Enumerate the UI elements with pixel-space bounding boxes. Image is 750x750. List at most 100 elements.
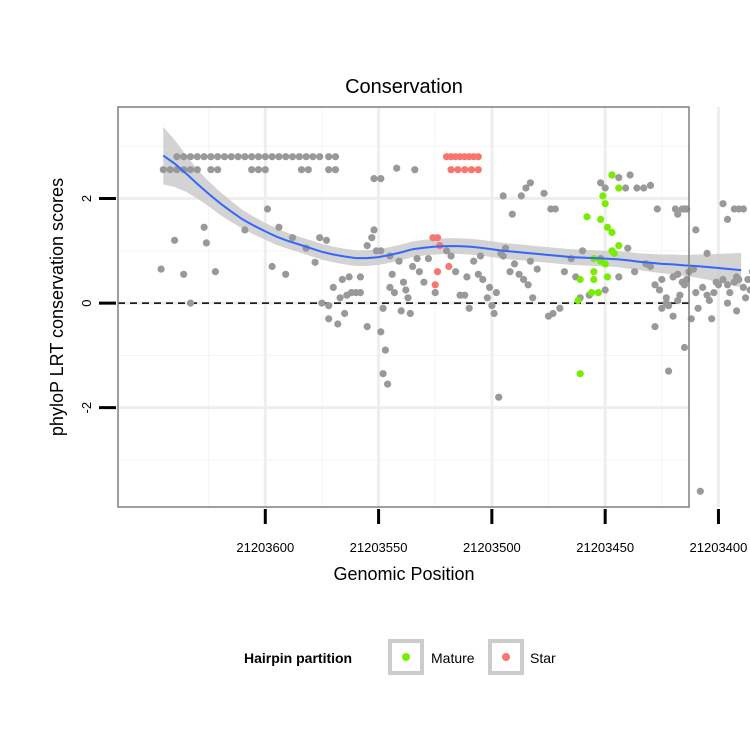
- point-other: [723, 215, 732, 223]
- point-mature: [576, 275, 584, 284]
- point-other: [275, 223, 283, 231]
- point-other: [390, 289, 398, 297]
- point-other: [483, 294, 491, 302]
- point-other: [411, 166, 419, 174]
- point-other: [692, 226, 700, 234]
- point-star: [461, 166, 469, 174]
- point-other: [397, 307, 405, 315]
- point-other: [171, 236, 179, 244]
- point-mature: [608, 228, 616, 237]
- point-other: [689, 265, 698, 273]
- point-mature: [603, 223, 612, 231]
- point-other: [180, 270, 188, 278]
- point-other: [304, 166, 312, 174]
- point-other: [739, 283, 748, 291]
- point-other: [325, 166, 333, 174]
- point-other: [325, 302, 333, 310]
- point-other: [288, 153, 297, 161]
- point-other: [193, 166, 201, 174]
- legend-entry-mature: Mature: [388, 639, 475, 675]
- point-other: [325, 315, 333, 323]
- point-other: [651, 281, 659, 289]
- point-other: [479, 275, 487, 284]
- point-other: [368, 234, 376, 242]
- point-other: [735, 275, 743, 284]
- point-other: [622, 184, 630, 192]
- point-other: [646, 181, 655, 189]
- point-other: [476, 252, 485, 260]
- point-other: [377, 328, 385, 336]
- legend-dot-mature: [402, 653, 410, 661]
- point-other: [254, 166, 263, 174]
- point-other: [282, 153, 290, 161]
- y-tick-label: 0: [79, 299, 94, 306]
- point-other: [356, 273, 364, 281]
- point-other: [393, 164, 401, 172]
- point-mature: [599, 192, 607, 200]
- point-other: [710, 289, 718, 297]
- point-other: [499, 252, 507, 260]
- point-other: [248, 166, 256, 174]
- point-other: [443, 247, 451, 255]
- point-other: [708, 315, 716, 323]
- point-other: [470, 257, 478, 265]
- point-mature: [590, 268, 598, 276]
- point-other: [297, 166, 306, 174]
- point-other: [316, 234, 324, 242]
- point-other: [345, 273, 353, 281]
- point-other: [452, 268, 460, 276]
- point-other: [268, 153, 276, 161]
- point-star: [445, 262, 453, 271]
- point-mature: [615, 184, 623, 192]
- point-other: [261, 153, 269, 161]
- point-mature: [590, 275, 598, 284]
- point-star: [454, 166, 462, 174]
- plot-border: [117, 106, 690, 508]
- point-other: [420, 278, 428, 286]
- point-other: [370, 175, 378, 183]
- x-tick-label: 21203400: [690, 540, 748, 555]
- x-tick-label: 21203500: [463, 540, 521, 555]
- point-other: [624, 244, 632, 252]
- point-mature: [574, 296, 582, 305]
- point-other: [363, 242, 371, 250]
- point-other: [214, 166, 222, 174]
- point-star: [433, 268, 442, 276]
- point-mature: [601, 200, 609, 208]
- point-other: [157, 265, 165, 273]
- legend: Hairpin partition Mature Star: [244, 639, 556, 675]
- point-other: [399, 278, 408, 286]
- point-other: [234, 153, 242, 161]
- point-other: [601, 286, 609, 294]
- point-other: [370, 226, 378, 234]
- point-other: [241, 226, 249, 234]
- point-other: [703, 249, 711, 257]
- point-other: [363, 323, 371, 331]
- point-other: [268, 262, 276, 271]
- point-other: [381, 346, 389, 354]
- legend-label-star: Star: [530, 650, 556, 666]
- legend-title: Hairpin partition: [244, 650, 352, 666]
- point-other: [680, 343, 689, 352]
- point-other: [402, 286, 410, 294]
- x-axis-title: Genomic Position: [333, 564, 474, 584]
- point-other: [413, 255, 421, 263]
- point-other: [302, 153, 310, 161]
- point-other: [665, 302, 673, 310]
- x-tick-label: 21203550: [350, 540, 408, 555]
- y-axis-title: phyloP LRT conservation scores: [47, 178, 67, 436]
- point-other: [646, 262, 655, 271]
- point-other: [309, 153, 317, 161]
- point-star: [447, 166, 455, 174]
- point-other: [526, 179, 535, 187]
- point-other: [526, 257, 535, 265]
- point-other: [723, 281, 732, 289]
- point-other: [431, 289, 439, 297]
- point-other: [356, 289, 364, 297]
- point-other: [692, 289, 700, 297]
- point-other: [207, 153, 215, 161]
- point-other: [200, 223, 208, 231]
- point-other: [254, 153, 263, 161]
- point-other: [488, 302, 496, 310]
- point-other: [515, 270, 523, 278]
